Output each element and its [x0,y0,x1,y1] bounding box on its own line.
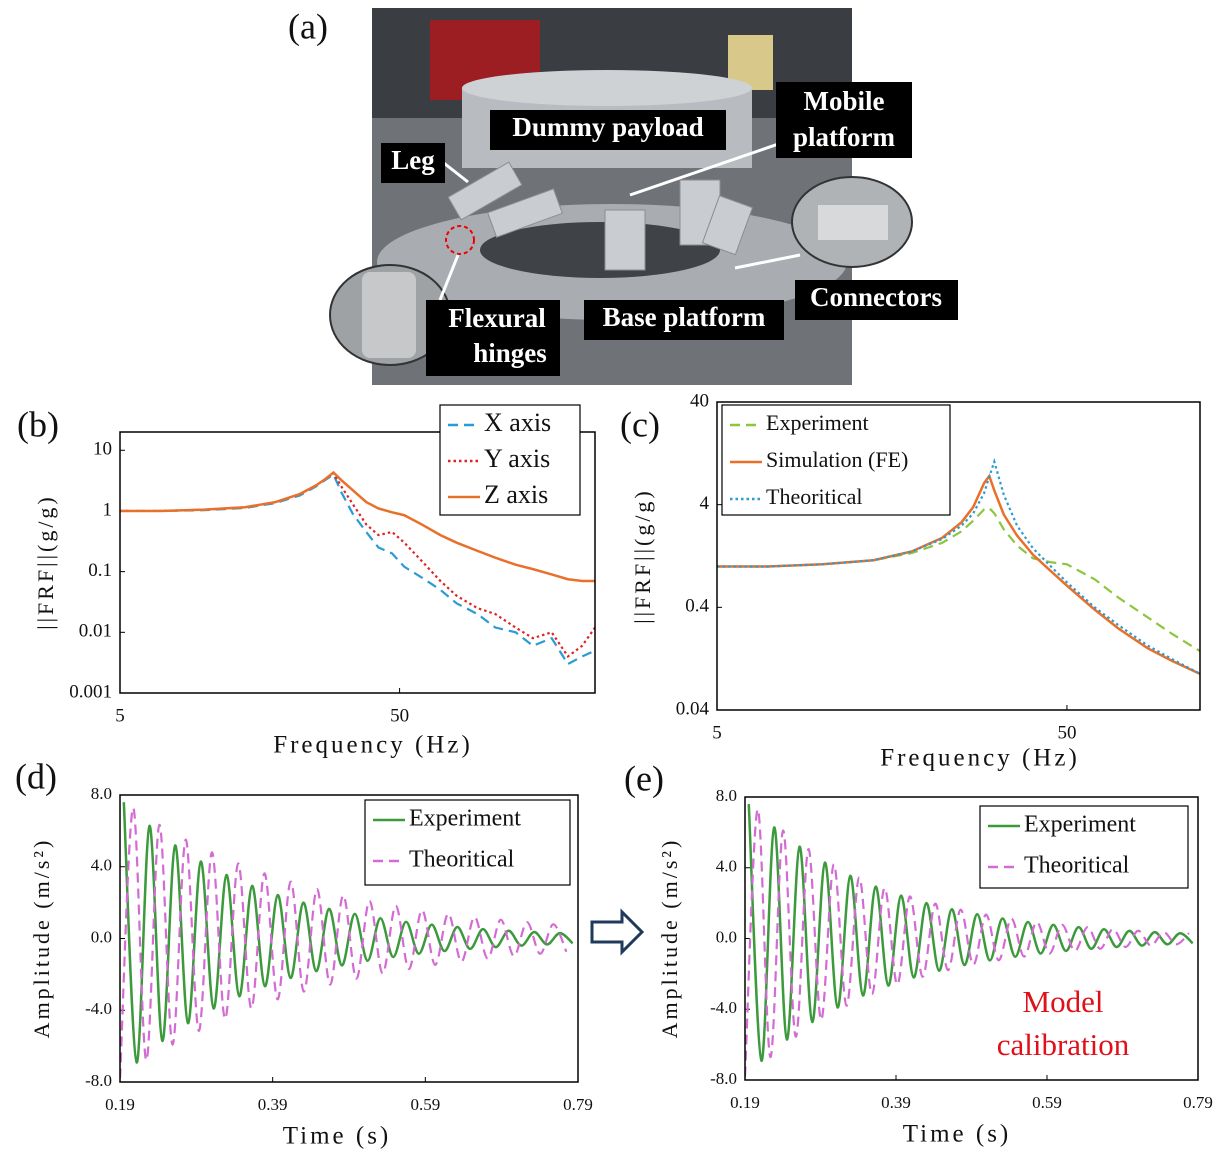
photo-hole [480,222,720,278]
x-axis-title: Time (s) [903,1121,1012,1148]
series-line [745,808,1190,1077]
photo-label: Flexural [448,303,546,333]
hinge-marker [445,225,475,255]
y-tick-label: 4 [700,493,710,514]
photo-label: Connectors [810,282,942,312]
y-tick-label: 1 [103,499,113,520]
series-line [122,802,574,1064]
y-axis-title: Amplitude (m/s²) [657,838,682,1039]
x-tick-label: 0.79 [1183,1093,1213,1112]
y-tick-label: 10 [93,439,112,460]
series-line [717,506,1200,653]
photo-panel: (a) Dummy payload Mob [288,6,958,385]
panel-label: (b) [17,404,59,444]
y-tick-label: 8.0 [91,784,112,803]
photo-legs [447,161,754,271]
hinge-part [362,272,416,358]
legend-label: Experiment [409,806,521,832]
y-tick-label: 0.0 [716,927,737,946]
photo-label: Leg [391,145,435,175]
y-tick-label: 0.01 [79,621,112,642]
legend-label: Theoritical [409,847,515,873]
series-line [747,804,1194,1062]
y-axis-title: ||FRF||(g/g) [33,494,58,630]
plot-frame [744,796,1199,1081]
plot-frame [119,794,579,1083]
chart: (d) -8.0 -4.0 0.0 4.0 8.0 0.19 0.39 0.59 0.79 Time… [15,756,593,1149]
chart: (e) -8.0 -4.0 0.0 4.0 8.0 0.19 0.39 0.59 0.79 Time… [624,758,1213,1147]
x-axis-title: Frequency (Hz) [880,745,1080,772]
y-tick-label: 8.0 [716,786,737,805]
y-tick-label: -8.0 [710,1069,737,1088]
x-tick-label: 0.19 [730,1093,760,1112]
legend-label: Theoritical [766,484,863,509]
y-tick-label: 0.001 [69,681,112,702]
plot-frame [716,401,1201,711]
y-axis-title: ||FRF||(g/g) [630,488,655,624]
x-tick-label: 5 [712,722,722,743]
plot-frame [119,431,596,694]
legend-box [364,799,571,886]
x-tick-label: 50 [1057,722,1076,743]
y-tick-label: 4.0 [91,856,112,875]
x-tick-label: 0.79 [563,1095,593,1114]
panel-label: (a) [288,6,328,46]
photo-label: hinges [473,338,547,368]
y-tick-label: -4.0 [710,998,737,1017]
photo-labels: Dummy payload Mobile platform Leg Connec… [381,82,958,376]
legend-label: X axis [484,408,551,437]
y-tick-label: 4.0 [716,857,737,876]
panel-label: (d) [15,756,57,796]
transition-arrow [590,908,645,956]
legend-label: Theoritical [1024,853,1130,879]
annotation: calibration [997,1027,1130,1062]
x-tick-label: 0.19 [105,1095,135,1114]
y-tick-label: -8.0 [85,1071,112,1090]
panel-label: (c) [620,404,660,444]
photo-label: platform [793,122,895,152]
x-tick-label: 5 [115,705,125,726]
photo-label: Base platform [603,302,766,332]
x-axis-title: Frequency (Hz) [273,732,473,759]
legend-box [979,805,1189,889]
series-line [717,473,1200,675]
legend-label: Experiment [766,410,869,435]
photo-label: Mobile [804,86,885,116]
photo-label: Dummy payload [512,112,703,142]
legend-label: Experiment [1024,812,1136,838]
annotation: Model [1023,984,1104,1019]
y-tick-label: 0.1 [88,560,112,581]
connector-part [818,205,888,240]
chart: (b) 0.001 0.01 0.1 1 10 5 50 Frequency (Hz) ||FRF… [17,404,596,759]
x-axis-title: Time (s) [283,1123,392,1150]
series-line [717,457,1200,675]
y-tick-label: -4.0 [85,999,112,1018]
y-tick-label: 0.4 [685,596,709,617]
series-line [120,470,595,583]
x-tick-label: 0.39 [881,1093,911,1112]
y-tick-label: 40 [690,390,709,411]
legend-label: Z axis [484,480,548,509]
y-tick-label: 0.04 [676,698,710,719]
legend-label: Simulation (FE) [766,447,908,472]
x-tick-label: 0.59 [410,1095,440,1114]
photo-payload-top [462,70,752,106]
x-tick-label: 0.59 [1032,1093,1062,1112]
x-tick-label: 50 [390,705,409,726]
legend-box [721,404,951,516]
series-line [120,806,568,1079]
y-axis-title: Amplitude (m/s²) [29,838,54,1039]
panel-label: (e) [624,758,664,798]
x-tick-label: 0.39 [258,1095,288,1114]
y-tick-label: 0.0 [91,927,112,946]
legend-label: Y axis [484,444,550,473]
